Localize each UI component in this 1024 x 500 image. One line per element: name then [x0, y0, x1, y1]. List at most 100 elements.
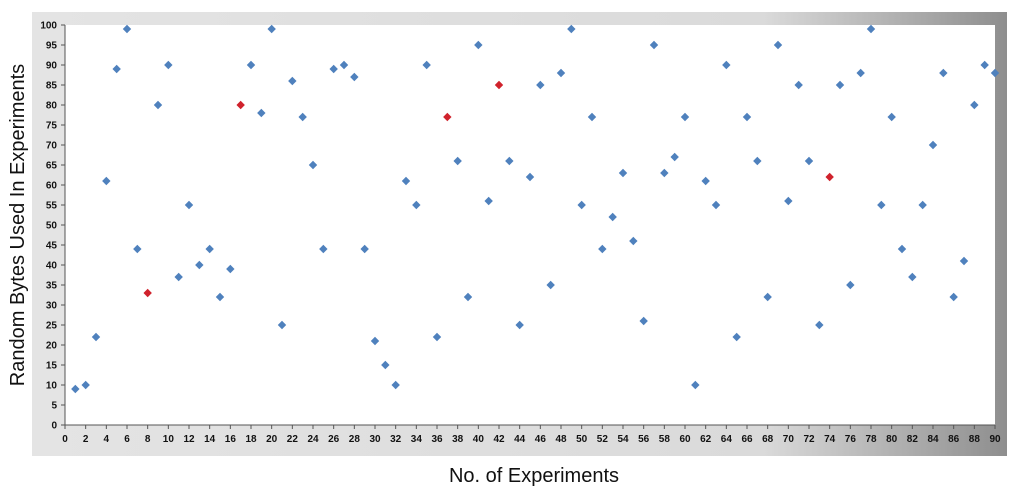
- x-tick-label: 52: [597, 434, 609, 445]
- x-tick-label: 88: [969, 434, 981, 445]
- x-tick-label: 14: [204, 434, 216, 445]
- y-tick-label: 35: [46, 281, 58, 292]
- data-point: [587, 112, 597, 122]
- x-axis-ticks: 0 2 4 6 8 10 12 14 16 18 20 22 24 26 28 30 32 34 36 38 40 42 4…: [62, 425, 1001, 445]
- data-point: [443, 112, 452, 122]
- data-point: [91, 332, 101, 342]
- x-tick-label: 50: [576, 434, 588, 445]
- data-point: [598, 244, 607, 254]
- data-point: [257, 108, 266, 118]
- x-tick-label: 76: [845, 434, 857, 445]
- data-point: [660, 168, 669, 178]
- y-tick-label: 10: [46, 381, 58, 392]
- y-tick-label: 80: [46, 101, 58, 112]
- x-tick-label: 10: [163, 434, 175, 445]
- data-point: [577, 200, 586, 210]
- x-tick-label: 28: [349, 434, 361, 445]
- data-point: [288, 76, 297, 86]
- data-point: [629, 236, 638, 246]
- data-point: [391, 380, 400, 390]
- data-point: [846, 280, 855, 290]
- y-tick-label: 60: [46, 181, 58, 192]
- x-tick-label: 84: [927, 434, 939, 445]
- x-tick-label: 46: [535, 434, 547, 445]
- data-point: [784, 196, 793, 206]
- y-tick-label: 30: [46, 301, 58, 312]
- data-point: [773, 40, 783, 50]
- data-point: [567, 24, 576, 34]
- data-point: [143, 288, 152, 298]
- data-point: [618, 168, 628, 178]
- x-tick-label: 6: [124, 434, 130, 445]
- data-point: [339, 60, 349, 70]
- data-point: [112, 64, 121, 74]
- y-tick-label: 0: [51, 421, 57, 432]
- x-tick-label: 44: [514, 434, 526, 445]
- x-tick-label: 12: [183, 434, 195, 445]
- y-tick-label: 95: [46, 41, 58, 52]
- data-point: [608, 212, 617, 222]
- y-tick-label: 25: [46, 321, 58, 332]
- data-point: [959, 256, 969, 266]
- x-tick-label: 38: [452, 434, 464, 445]
- x-tick-label: 32: [390, 434, 402, 445]
- x-tick-label: 0: [62, 434, 68, 445]
- data-point: [835, 80, 845, 90]
- data-point: [691, 380, 700, 390]
- y-tick-label: 100: [40, 21, 57, 32]
- data-point: [742, 112, 752, 122]
- data-point: [277, 320, 287, 330]
- data-point: [949, 292, 958, 302]
- y-tick-label: 90: [46, 61, 58, 72]
- x-tick-label: 24: [307, 434, 319, 445]
- y-tick-label: 85: [46, 81, 58, 92]
- data-point: [360, 244, 369, 254]
- data-point: [164, 60, 173, 70]
- data-point: [370, 336, 380, 346]
- x-tick-label: 34: [411, 434, 423, 445]
- x-tick-label: 22: [287, 434, 299, 445]
- data-point: [474, 40, 483, 50]
- x-tick-label: 40: [473, 434, 485, 445]
- x-tick-label: 80: [886, 434, 898, 445]
- data-point: [350, 72, 359, 82]
- data-point: [928, 140, 938, 150]
- data-point: [226, 264, 235, 274]
- x-tick-label: 86: [948, 434, 960, 445]
- x-tick-label: 68: [762, 434, 774, 445]
- data-point: [536, 80, 545, 90]
- data-point: [546, 280, 555, 290]
- y-tick-label: 15: [46, 361, 58, 372]
- data-point: [701, 176, 710, 186]
- data-point: [815, 320, 824, 330]
- x-tick-label: 36: [431, 434, 443, 445]
- x-tick-label: 64: [721, 434, 733, 445]
- x-tick-label: 70: [783, 434, 795, 445]
- data-point: [556, 68, 566, 78]
- y-tick-label: 55: [46, 201, 58, 212]
- data-point: [970, 100, 979, 110]
- y-tick-label: 50: [46, 221, 58, 232]
- data-point: [804, 156, 814, 166]
- data-point: [680, 112, 690, 122]
- data-point: [81, 380, 90, 390]
- data-point: [908, 272, 917, 282]
- data-point: [525, 172, 535, 182]
- data-point: [236, 100, 245, 110]
- data-point: [195, 260, 204, 270]
- data-point: [453, 156, 462, 166]
- data-point: [153, 100, 163, 110]
- data-point: [649, 40, 659, 50]
- data-point: [267, 24, 276, 34]
- y-axis-title: Random Bytes Used In Experiments: [7, 64, 29, 386]
- x-tick-label: 82: [907, 434, 919, 445]
- data-points: [71, 24, 1000, 394]
- data-point: [432, 332, 442, 342]
- x-tick-label: 54: [617, 434, 629, 445]
- y-tick-label: 5: [51, 401, 57, 412]
- data-point: [639, 316, 648, 326]
- data-point: [939, 68, 948, 78]
- data-point: [794, 80, 803, 90]
- data-point: [732, 332, 741, 342]
